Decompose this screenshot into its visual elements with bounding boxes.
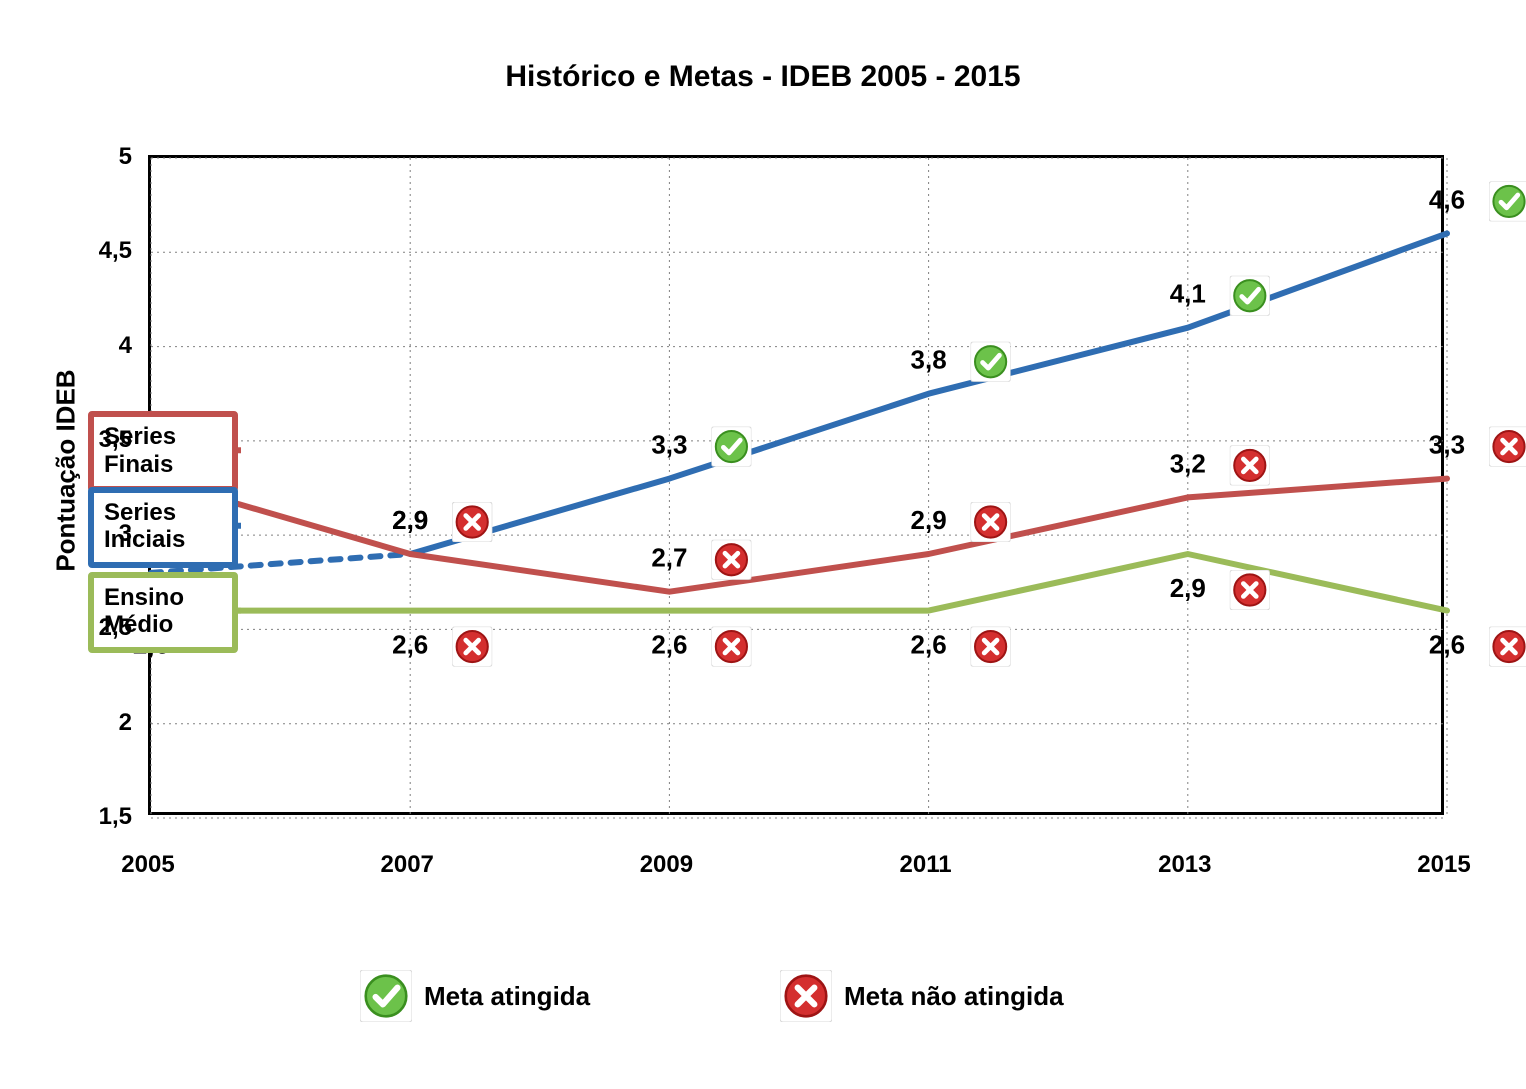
data-label: 3,3 — [651, 429, 687, 459]
cross-icon — [1230, 570, 1270, 610]
cross-icon — [711, 627, 751, 667]
data-label: 2,6 — [392, 629, 428, 659]
check-icon — [1230, 276, 1270, 316]
x-tick: 2015 — [1417, 851, 1470, 879]
y-tick: 2,5 — [99, 614, 132, 642]
plot-area: 2,82,9 3,3 3,8 4,1 4,6 3,32,9 2,7 — [148, 155, 1444, 815]
data-label: 4,6 — [1429, 184, 1465, 214]
check-icon — [360, 970, 412, 1022]
y-tick: 3,5 — [99, 426, 132, 454]
check-icon — [711, 427, 751, 467]
data-label: 2,9 — [911, 505, 947, 535]
data-label: 3,3 — [1429, 429, 1465, 459]
data-label: 2,6 — [651, 629, 687, 659]
legend-item-fail: Meta não atingida — [780, 970, 1064, 1022]
cross-icon — [1489, 427, 1526, 467]
cross-icon — [971, 502, 1011, 542]
x-tick: 2013 — [1158, 851, 1211, 879]
y-tick: 5 — [119, 143, 132, 171]
cross-icon — [452, 627, 492, 667]
y-tick: 1,5 — [99, 803, 132, 831]
check-icon — [971, 342, 1011, 382]
x-tick: 2005 — [121, 851, 174, 879]
cross-icon — [1489, 627, 1526, 667]
data-label: 2,6 — [1429, 629, 1465, 659]
data-label: 2,7 — [651, 543, 687, 573]
y-tick: 2 — [119, 709, 132, 737]
data-label: 2,9 — [1170, 573, 1206, 603]
legend-ok-label: Meta atingida — [424, 981, 590, 1012]
cross-icon — [711, 540, 751, 580]
data-label: 4,1 — [1170, 279, 1206, 309]
data-label: 3,8 — [911, 345, 947, 375]
cross-icon — [452, 502, 492, 542]
cross-icon — [780, 970, 832, 1022]
legend-fail-label: Meta não atingida — [844, 981, 1064, 1012]
data-label: 2,9 — [392, 505, 428, 535]
cross-icon — [971, 627, 1011, 667]
cross-icon — [1230, 445, 1270, 485]
y-tick: 3 — [119, 520, 132, 548]
legend-item-ok: Meta atingida — [360, 970, 590, 1022]
check-icon — [1489, 181, 1526, 221]
data-label: 2,6 — [911, 629, 947, 659]
x-tick: 2009 — [640, 851, 693, 879]
data-label: 3,2 — [1170, 448, 1206, 478]
ideb-chart: Histórico e Metas - IDEB 2005 - 2015 Pon… — [0, 0, 1526, 1089]
plot-svg: 2,82,9 3,3 3,8 4,1 4,6 3,32,9 2,7 — [31, 38, 1526, 938]
x-tick: 2007 — [380, 851, 433, 879]
y-tick: 4,5 — [99, 237, 132, 265]
y-tick: 4 — [119, 332, 132, 360]
series-label-iniciais: Series Iniciais — [88, 487, 238, 568]
x-tick: 2011 — [900, 851, 952, 879]
